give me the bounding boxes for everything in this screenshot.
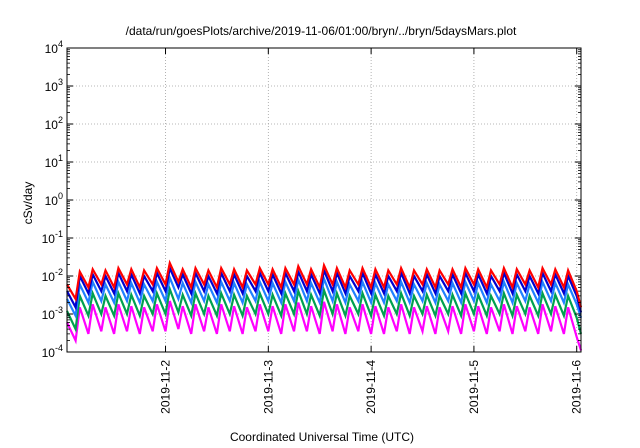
series-layer <box>66 259 583 351</box>
y-tick-label: 10-4 <box>42 343 63 360</box>
y-tick-exponent: -2 <box>55 267 63 277</box>
y-tick-exponent: -1 <box>55 229 63 239</box>
y-tick-exponent: -4 <box>55 343 63 353</box>
y-axis-label: cSv/day <box>21 182 35 225</box>
chart-title: /data/run/goesPlots/archive/2019-11-06/0… <box>126 24 517 38</box>
x-tick-label: 2019-11-2 <box>159 360 173 414</box>
x-tick-label: 2019-11-4 <box>364 360 378 414</box>
series-line <box>66 259 583 308</box>
y-tick-label: 10-1 <box>42 229 63 246</box>
y-tick-base: 10 <box>42 308 56 322</box>
series-line <box>66 284 583 335</box>
y-tick-label: 101 <box>45 153 63 170</box>
y-tick-base: 10 <box>45 80 59 94</box>
y-tick-base: 10 <box>42 346 56 360</box>
y-tick-base: 10 <box>45 194 59 208</box>
y-tick-exponent: -3 <box>55 305 63 315</box>
y-tick-label: 10-2 <box>42 267 63 284</box>
y-tick-label: 100 <box>45 191 63 208</box>
y-tick-exponent: 3 <box>58 77 63 87</box>
y-tick-base: 10 <box>45 156 59 170</box>
x-axis-label: Coordinated Universal Time (UTC) <box>230 430 414 444</box>
y-tick-base: 10 <box>42 270 56 284</box>
axis-ticks: 10-410-310-210-11001011021031042019-11-2… <box>42 39 584 414</box>
y-tick-label: 103 <box>45 77 63 94</box>
y-tick-exponent: 1 <box>58 153 63 163</box>
y-tick-exponent: 4 <box>58 39 63 49</box>
y-tick-base: 10 <box>45 42 59 56</box>
series-line <box>66 273 583 320</box>
y-tick-exponent: 0 <box>58 191 63 201</box>
x-tick-label: 2019-11-5 <box>467 360 481 414</box>
y-tick-label: 10-3 <box>42 305 63 322</box>
series-line <box>66 300 583 351</box>
x-tick-label: 2019-11-3 <box>261 360 275 414</box>
y-tick-label: 102 <box>45 115 63 132</box>
y-tick-base: 10 <box>45 118 59 132</box>
y-tick-base: 10 <box>42 232 56 246</box>
y-tick-exponent: 2 <box>58 115 63 125</box>
x-tick-label: 2019-11-6 <box>570 360 584 414</box>
y-tick-label: 104 <box>45 39 63 56</box>
